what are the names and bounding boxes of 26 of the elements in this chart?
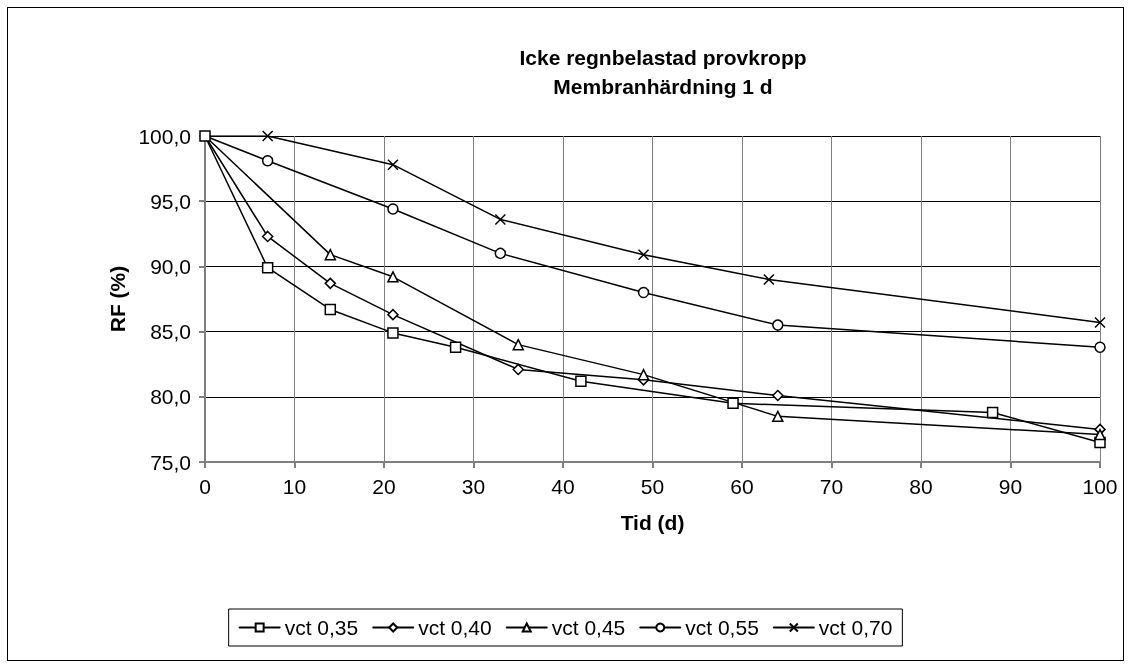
x-tick-label: 0 xyxy=(199,475,211,498)
x-tick-label: 100 xyxy=(1082,475,1118,498)
y-tick-label: 75,0 xyxy=(150,450,191,474)
x-tick-label: 60 xyxy=(730,475,754,498)
y-tick-label: 80,0 xyxy=(150,385,191,409)
y-tick-label: 90,0 xyxy=(150,254,191,278)
x-tick-label: 80 xyxy=(909,475,933,498)
x-tick-label: 10 xyxy=(282,475,307,498)
legend-label: vct 0,40 xyxy=(418,616,492,639)
legend-label: vct 0,70 xyxy=(818,616,893,639)
chart-title: Icke regnbelastad provkropp xyxy=(519,46,807,69)
y-tick-label: 95,0 xyxy=(150,189,191,213)
y-axis-title: RF (%) xyxy=(105,265,129,333)
x-tick-label: 70 xyxy=(819,475,844,498)
x-tick-label: 20 xyxy=(372,475,396,498)
legend-label: vct 0,45 xyxy=(551,616,626,639)
y-tick-label: 100,0 xyxy=(138,124,191,148)
legend-label: vct 0,35 xyxy=(284,616,359,639)
x-tick-label: 30 xyxy=(461,475,486,498)
chart-subtitle: Membranhärdning 1 d xyxy=(553,75,773,98)
y-tick-label: 85,0 xyxy=(150,320,191,344)
x-tick-label: 40 xyxy=(551,475,575,498)
x-tick-label: 90 xyxy=(998,475,1023,498)
x-tick-label: 50 xyxy=(640,475,665,498)
legend-label: vct 0,55 xyxy=(685,616,759,639)
x-axis-title: Tid (d) xyxy=(620,511,685,534)
